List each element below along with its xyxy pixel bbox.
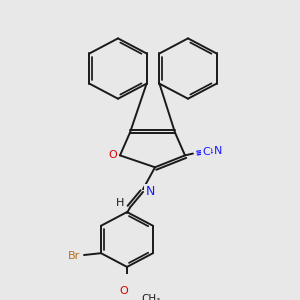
Text: N: N [214,146,222,156]
Text: O: O [120,286,128,296]
Text: C: C [202,147,210,157]
Text: N: N [145,184,155,197]
Text: CH₃: CH₃ [141,294,160,300]
Text: O: O [109,150,117,161]
Text: Br: Br [68,251,80,261]
Text: H: H [116,198,124,208]
